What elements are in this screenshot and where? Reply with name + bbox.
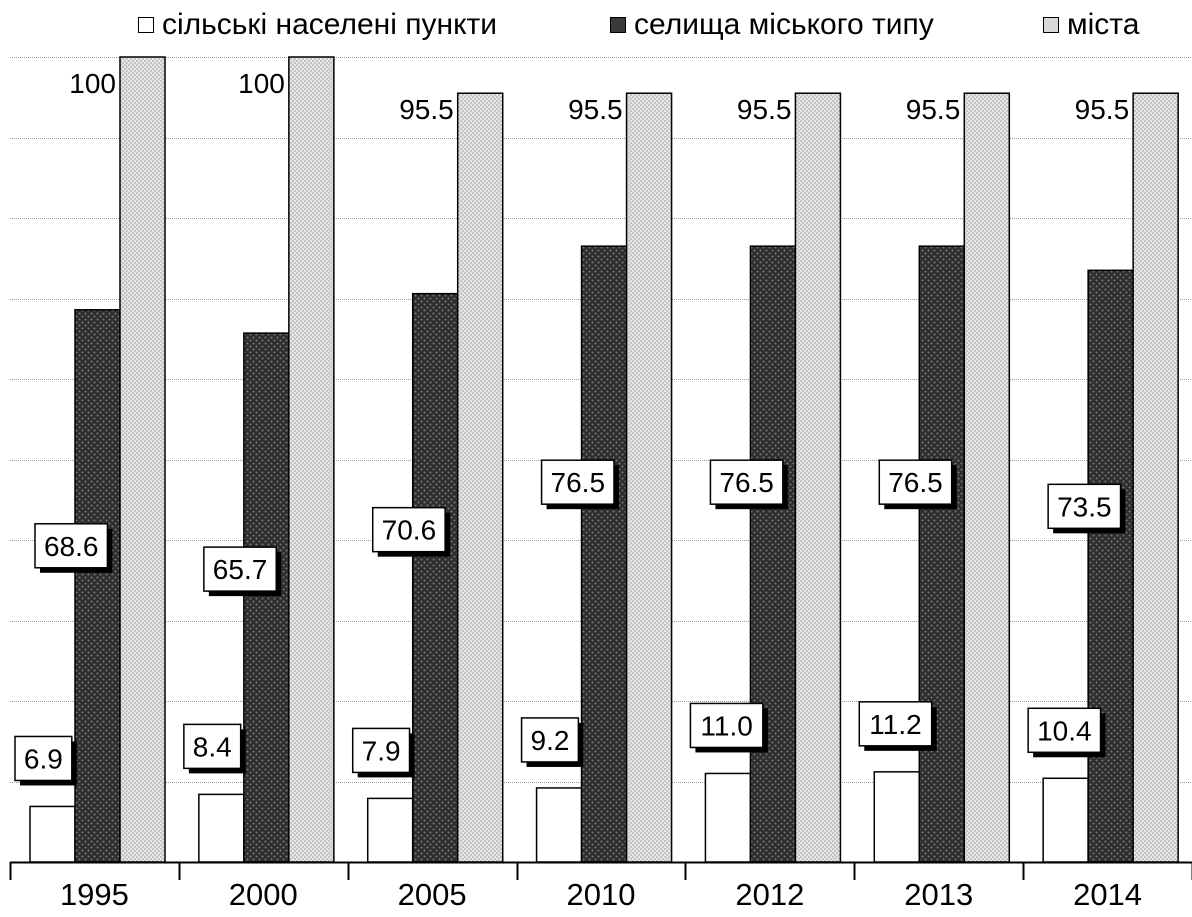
data-label-town-2010: 76.5: [551, 467, 606, 498]
data-label-city-2000: 100: [238, 68, 285, 99]
data-label-town-2005: 70.6: [382, 515, 437, 546]
x-tick-label-2012: 2012: [735, 877, 804, 912]
bar-city-2013: [964, 93, 1009, 862]
bar-rural-2005: [368, 798, 413, 862]
bar-city-2012: [795, 93, 840, 862]
bar-town-2005: [413, 294, 458, 862]
bar-town-2013: [919, 246, 964, 862]
data-label-rural-2012: 11.0: [700, 710, 752, 741]
x-tick-label-2014: 2014: [1073, 877, 1142, 912]
bar-city-2014: [1133, 93, 1178, 862]
bar-town-1995: [75, 310, 120, 862]
bar-rural-2012: [705, 773, 750, 862]
bar-rural-1995: [30, 806, 75, 862]
bar-rural-2013: [874, 772, 919, 862]
data-label-city-2012: 95.5: [737, 94, 792, 125]
data-label-rural-2010: 9.2: [531, 725, 570, 756]
data-label-rural-2014: 10.4: [1037, 715, 1092, 746]
data-label-city-1995: 100: [69, 68, 116, 99]
data-label-rural-2013: 11.2: [869, 709, 921, 740]
data-label-town-1995: 68.6: [44, 531, 99, 562]
data-label-city-2005: 95.5: [399, 94, 454, 125]
x-tick-label-2013: 2013: [904, 877, 973, 912]
data-label-rural-2005: 7.9: [362, 735, 401, 766]
x-axis: 1995 2000 2005 2010 2012 2013 2014: [10, 862, 1192, 912]
data-label-city-2010: 95.5: [568, 94, 623, 125]
x-tick-label-2000: 2000: [229, 877, 298, 912]
bar-city-2010: [627, 93, 672, 862]
data-label-city-2014: 95.5: [1075, 94, 1130, 125]
bar-city-2000: [289, 57, 334, 862]
bar-town-2012: [750, 246, 795, 862]
bar-town-2010: [582, 246, 627, 862]
data-label-town-2013: 76.5: [888, 467, 943, 498]
data-label-town-2014: 73.5: [1057, 491, 1112, 522]
x-tick-label-2010: 2010: [567, 877, 636, 912]
bar-city-2005: [458, 93, 503, 862]
x-tick-label-2005: 2005: [398, 877, 467, 912]
data-label-town-2012: 76.5: [719, 467, 774, 498]
x-tick-label-1995: 1995: [60, 877, 129, 912]
bar-city-1995: [120, 57, 165, 862]
bar-rural-2014: [1043, 778, 1088, 862]
bar-rural-2000: [199, 794, 244, 862]
bar-town-2000: [244, 333, 289, 862]
data-label-city-2013: 95.5: [906, 94, 961, 125]
data-label-rural-1995: 6.9: [24, 743, 63, 774]
data-label-rural-2000: 8.4: [193, 731, 232, 762]
data-label-town-2000: 65.7: [213, 554, 268, 585]
bar-town-2014: [1088, 270, 1133, 862]
bar-rural-2010: [537, 788, 582, 862]
